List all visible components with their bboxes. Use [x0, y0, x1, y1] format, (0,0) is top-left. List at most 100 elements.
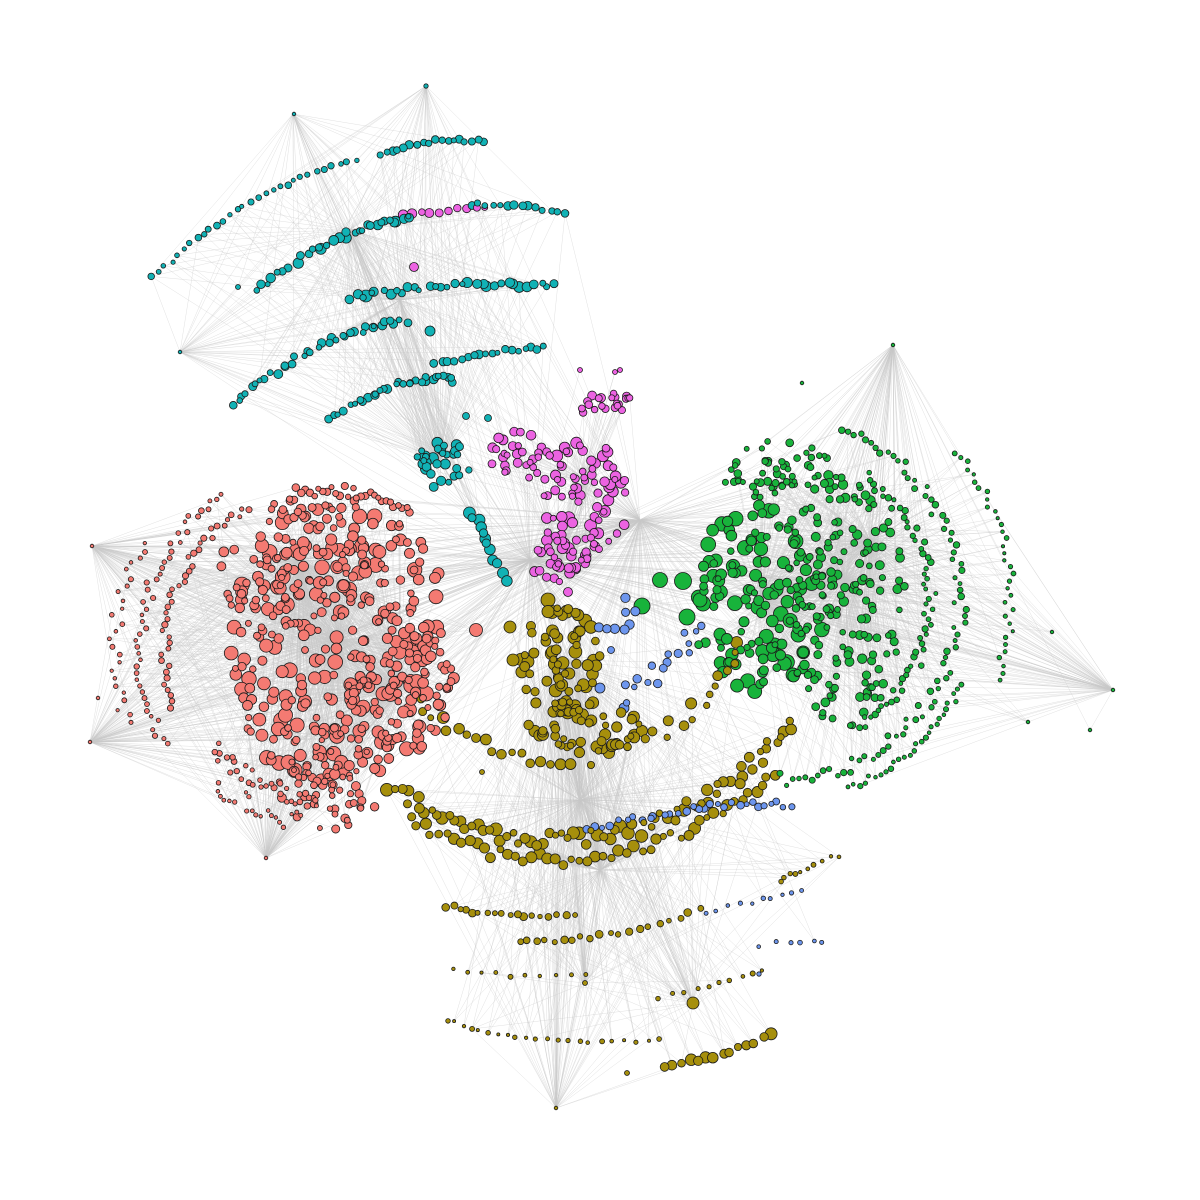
- olive-node: [508, 748, 516, 757]
- green-node: [797, 629, 805, 638]
- olive-node: [622, 848, 632, 858]
- red-node: [409, 631, 420, 642]
- red-node: [166, 634, 172, 640]
- teal-node: [339, 332, 347, 340]
- teal-node: [265, 272, 276, 284]
- red-node: [292, 735, 301, 745]
- olive-node: [549, 655, 558, 664]
- green-node: [1007, 563, 1014, 570]
- green-node: [885, 449, 891, 455]
- magenta-node: [593, 488, 603, 498]
- magenta-node: [613, 401, 622, 410]
- green-node: [883, 650, 891, 658]
- green-node: [870, 756, 876, 762]
- green-node: [957, 581, 963, 587]
- magenta-node: [609, 463, 618, 472]
- red-node: [221, 797, 227, 803]
- red-node: [305, 794, 313, 801]
- red-node: [137, 555, 143, 561]
- olive-node: [614, 740, 625, 750]
- green-node: [834, 606, 841, 613]
- red-node: [347, 653, 355, 661]
- red-node: [233, 767, 240, 775]
- red-node: [249, 781, 256, 788]
- red-node: [375, 494, 382, 501]
- olive-node: [534, 756, 547, 768]
- green-node: [950, 549, 957, 556]
- red-node: [283, 563, 293, 572]
- green-node: [924, 484, 930, 490]
- teal-node: [273, 369, 284, 379]
- magenta-node: [516, 427, 525, 437]
- magenta-node: [545, 451, 554, 460]
- olive-node: [464, 835, 476, 847]
- red-node: [278, 505, 288, 514]
- red-node: [328, 505, 336, 514]
- green-node: [862, 549, 869, 556]
- red-node: [267, 505, 276, 513]
- red-node: [297, 560, 309, 572]
- green-node: [1002, 613, 1008, 619]
- olive-node: [573, 746, 585, 758]
- red-node: [282, 622, 290, 630]
- olive-node: [566, 698, 574, 706]
- green-node: [903, 672, 910, 679]
- green-node: [816, 548, 824, 556]
- green-node: [725, 529, 738, 542]
- olive-node: [693, 1055, 704, 1066]
- red-node: [166, 662, 173, 670]
- magenta-node: [600, 508, 608, 516]
- red-node: [375, 618, 383, 626]
- olive-node: [541, 675, 553, 687]
- red-node: [151, 732, 159, 739]
- olive-node: [716, 979, 722, 986]
- red-node: [417, 676, 429, 689]
- blue-node: [620, 680, 630, 690]
- teal-node: [229, 401, 238, 410]
- blue-node: [797, 939, 803, 946]
- green-node: [738, 616, 750, 628]
- green-node: [757, 653, 769, 665]
- green-node: [924, 554, 932, 561]
- red-node: [269, 734, 278, 744]
- red-node: [346, 594, 355, 603]
- green-node: [810, 484, 820, 494]
- red-node: [314, 654, 326, 665]
- magenta-node: [619, 475, 630, 486]
- teal-node: [549, 279, 559, 289]
- olive-node: [615, 707, 627, 718]
- olive-node: [419, 817, 432, 830]
- green-node: [947, 537, 954, 543]
- green-node: [1110, 687, 1116, 693]
- magenta-node: [517, 447, 527, 457]
- olive-node: [554, 740, 563, 748]
- olive-node: [566, 741, 575, 750]
- teal-node: [194, 233, 203, 242]
- green-node: [727, 547, 735, 555]
- olive-node: [549, 853, 561, 865]
- green-node: [903, 725, 909, 731]
- olive-node: [513, 910, 522, 919]
- olive-node: [647, 726, 658, 737]
- green-node: [709, 559, 718, 568]
- teal-node: [478, 528, 489, 538]
- red-node: [237, 661, 247, 672]
- teal-node: [160, 263, 167, 269]
- red-node: [357, 724, 366, 733]
- green-node: [1001, 663, 1006, 669]
- green-node: [952, 541, 961, 549]
- teal-node: [432, 459, 442, 469]
- red-node: [144, 586, 151, 593]
- green-node: [712, 585, 722, 595]
- olive-node: [756, 748, 765, 756]
- teal-node: [432, 283, 440, 290]
- teal-node: [393, 146, 401, 154]
- green-node: [1049, 629, 1055, 635]
- magenta-node: [584, 400, 594, 409]
- red-node: [258, 814, 263, 819]
- red-node: [144, 701, 150, 707]
- red-node: [391, 732, 403, 744]
- teal-node: [465, 466, 473, 474]
- red-node: [357, 535, 367, 545]
